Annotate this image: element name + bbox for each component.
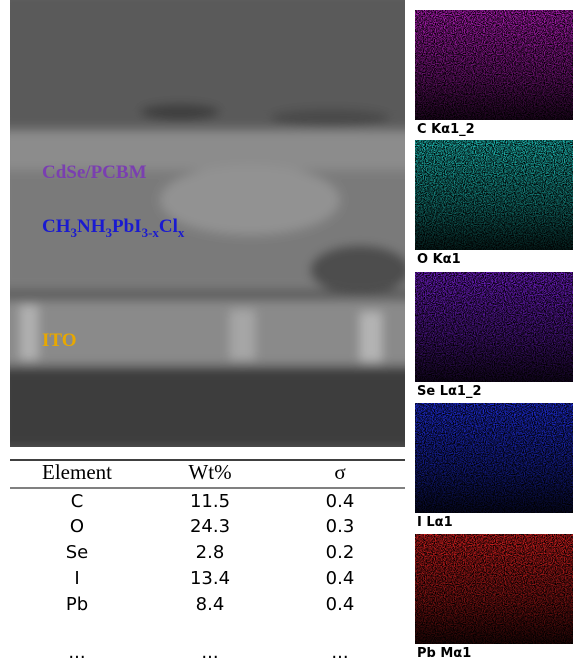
table-header: Element [42,460,112,484]
table-cell: 13.4 [190,568,230,589]
map-fade [415,10,573,120]
table-cell: 0.2 [326,542,355,563]
table-cell: 0.4 [326,594,355,615]
table-cell: ... [201,642,218,663]
subscript: x [178,225,185,240]
table-cell: O [70,516,84,537]
table-cell: ... [331,642,348,663]
table-cell: 0.3 [326,516,355,537]
subscript: 3-x [142,225,160,240]
table-cell: ... [68,642,85,663]
table-cell: 11.5 [190,491,230,512]
map-label: C Kα1_2 [417,122,475,137]
table-cell: Pb [66,594,88,615]
map-fade [415,272,573,382]
formula-part: CH [42,216,71,237]
eds-map [415,10,573,120]
table-cell: 0.4 [326,491,355,512]
map-fade [415,140,573,250]
table-cell: 0.4 [326,568,355,589]
table-cell: 24.3 [190,516,230,537]
map-label: Pb Mα1 [417,646,471,661]
eds-map [415,140,573,250]
table-cell: Se [66,542,89,563]
formula-part: PbI [112,216,142,237]
table-cell: C [71,491,84,512]
sem-label: ITO [42,330,77,351]
eds-map [415,403,573,513]
table-cell: 8.4 [196,594,225,615]
formula-part: NH [77,216,106,237]
map-label: O Kα1 [417,252,461,267]
sem-label: CdSe/PCBM [42,162,147,183]
sem-label: CH3NH3PbI3-xClx [42,216,185,240]
map-fade [415,534,573,644]
map-fade [415,403,573,513]
table-cell: I [74,568,79,589]
eds-map [415,534,573,644]
table-header: Wt% [188,460,231,484]
figure: CdSe/PCBM CH3NH3PbI3-xClx ITO C Kα1_2 O Kα1… [0,0,573,664]
table-cell: 2.8 [196,542,225,563]
eds-map [415,272,573,382]
map-label: I Lα1 [417,515,453,530]
table-header: σ [334,460,345,484]
formula-part: Cl [159,216,178,237]
map-label: Se Lα1_2 [417,384,482,399]
